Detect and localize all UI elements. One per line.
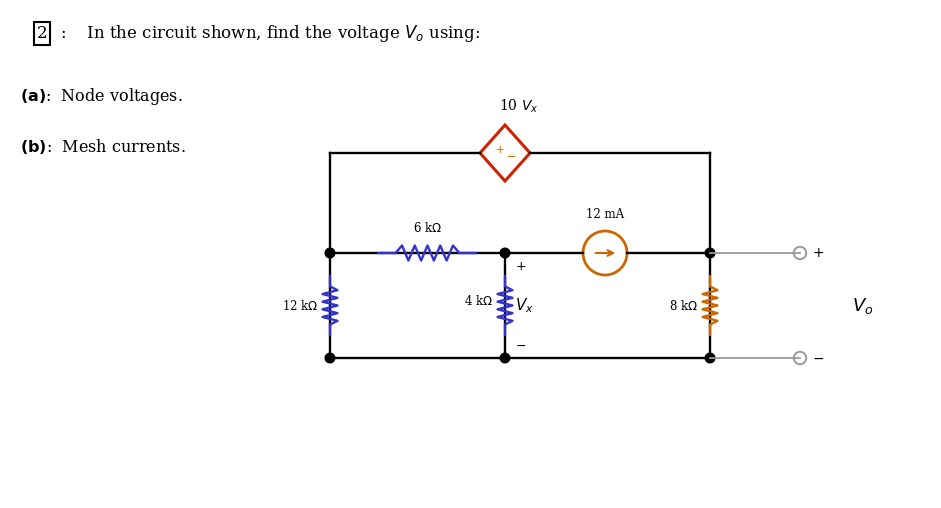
Text: $-$: $-$	[515, 338, 526, 352]
Text: $+$: $+$	[812, 246, 824, 260]
Circle shape	[501, 248, 510, 258]
Circle shape	[705, 353, 715, 363]
Text: 12 mA: 12 mA	[586, 208, 624, 221]
Text: 4 k$\Omega$: 4 k$\Omega$	[464, 294, 493, 307]
Text: $V_o$: $V_o$	[852, 296, 873, 315]
Text: 8 k$\Omega$: 8 k$\Omega$	[669, 299, 698, 312]
Text: $\mathbf{(b)}$:  Mesh currents.: $\mathbf{(b)}$: Mesh currents.	[20, 137, 185, 155]
Polygon shape	[480, 125, 530, 181]
Text: 10 $V_x$: 10 $V_x$	[500, 98, 538, 115]
Circle shape	[326, 353, 335, 363]
Text: $+$: $+$	[515, 260, 526, 272]
Text: 6 k$\Omega$: 6 k$\Omega$	[413, 221, 442, 235]
Text: 2: 2	[37, 24, 47, 42]
Circle shape	[501, 353, 510, 363]
Text: 12 k$\Omega$: 12 k$\Omega$	[281, 299, 318, 312]
Text: $V_x$: $V_x$	[515, 296, 534, 315]
Text: $+$: $+$	[495, 143, 504, 154]
Text: $\mathbf{(a)}$:  Node voltages.: $\mathbf{(a)}$: Node voltages.	[20, 85, 183, 107]
Text: $-$: $-$	[812, 351, 824, 365]
Text: $-$: $-$	[506, 150, 516, 160]
Circle shape	[705, 248, 715, 258]
Circle shape	[326, 248, 335, 258]
Text: :    In the circuit shown, find the voltage $V_o$ using:: : In the circuit shown, find the voltage…	[60, 22, 480, 44]
